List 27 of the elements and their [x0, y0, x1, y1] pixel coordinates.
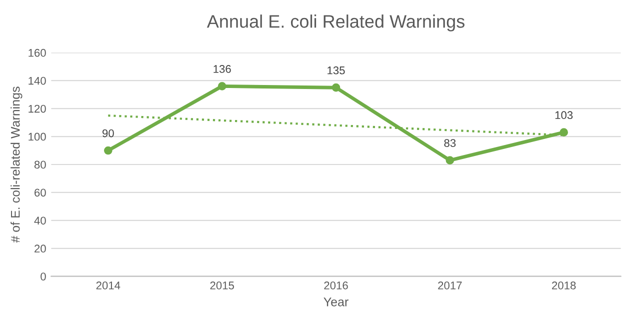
y-tick-label: 80 [34, 160, 46, 169]
y-tick-label: 120 [28, 104, 46, 113]
point [332, 83, 340, 92]
y-tick-label: 20 [34, 244, 46, 253]
y-tick-label: 0 [40, 272, 46, 280]
point [446, 156, 454, 164]
data-label: 135 [328, 66, 345, 74]
chart-title: Annual E. coli Related Warnings [206, 14, 464, 32]
y-axis-title: # of E. coli-related Warnings [10, 86, 22, 243]
x-tick-label: 2014 [96, 282, 120, 290]
data-label: 83 [444, 139, 456, 147]
x-tick-label: 2016 [324, 282, 348, 290]
y-tick-label: 60 [34, 188, 46, 197]
point [560, 128, 568, 137]
data-label: 90 [102, 129, 114, 138]
y-tick-label: 140 [28, 76, 46, 85]
x-tick-label: 2015 [210, 282, 234, 290]
x-axis-title: Year [324, 298, 348, 306]
data-label: 103 [555, 111, 573, 120]
x-tick-label: 2017 [438, 282, 462, 290]
data-label: 136 [214, 65, 231, 73]
point [104, 146, 112, 155]
y-tick-label: 160 [28, 48, 46, 57]
point [218, 82, 226, 90]
y-tick-label: 40 [34, 216, 46, 225]
y-tick-label: 100 [28, 132, 46, 141]
x-tick-label: 2018 [552, 282, 576, 290]
